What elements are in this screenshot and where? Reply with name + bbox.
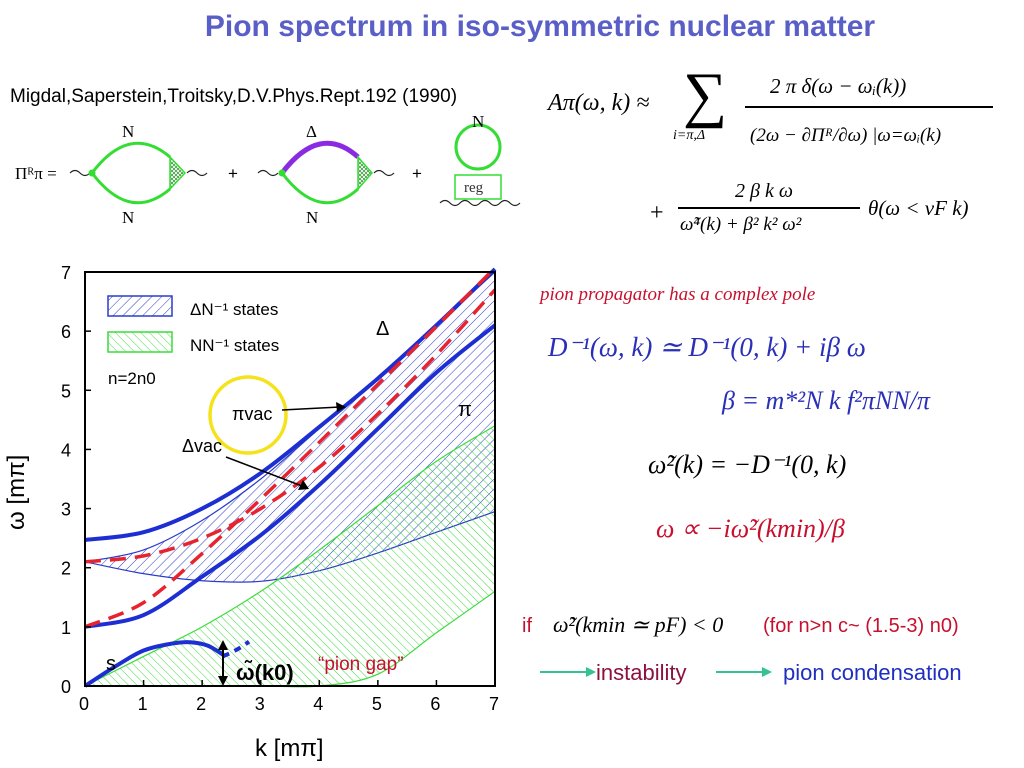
nucleon-label-3: N (472, 115, 484, 131)
y-tick-label: 7 (61, 263, 71, 283)
nucleon-line-hole (280, 172, 359, 205)
series-line-3 (84, 266, 497, 629)
reg-label: reg (464, 180, 484, 196)
omega-growth-equation: ω ∝ −iω̃²(kmin)/β (656, 514, 845, 543)
omega-k0-label: ω̃(k0) (236, 660, 294, 685)
series-line-0 (84, 267, 497, 542)
legend-label-nn: NN⁻¹ states (190, 336, 279, 355)
x-tick-label: 4 (313, 694, 323, 714)
page-title: Pion spectrum in iso-symmetric nuclear m… (204, 10, 876, 43)
ticks-layer: 0 1 2 3 4 5 6 7 0 1 2 3 4 5 6 7 (61, 263, 499, 714)
pion-gap-arrowhead-up (218, 640, 228, 650)
legend-swatch-delta (107, 295, 173, 317)
denominator-1: (2ω − ∂Πᴿ/∂ω) |ω=ωᵢ(k) (750, 125, 942, 146)
x-tick-label: 1 (138, 694, 148, 714)
soft-branch-dashed (221, 640, 251, 659)
omega-tilde-equation: ω̃²(k) = −D⁻¹(0, k) (648, 450, 847, 479)
pi-vac-label: πvac (232, 404, 272, 424)
arrow-icon-2 (716, 667, 772, 677)
density-label: n=2n0 (108, 369, 156, 388)
vertex-blob-2 (357, 155, 373, 191)
series-line-1 (84, 323, 497, 629)
nucleon-label-2: N (306, 208, 318, 227)
pion-line-in (69, 169, 91, 177)
fraction-bar-1 (745, 106, 993, 108)
numerator-2: 2 β k ω (735, 180, 793, 202)
x-tick-label: 3 (255, 694, 265, 714)
nucleon-line-top (90, 141, 171, 174)
pion-line-out-2 (373, 169, 395, 177)
pion-spectrum-chart: 0 1 2 3 4 5 6 7 0 1 2 3 4 5 6 7 ΔN⁻¹ states NN⁻¹ states… (3, 263, 499, 762)
pion-gap-arrowhead-down (218, 676, 228, 686)
numerator-1: 2 π δ(ω − ωᵢ(k)) (770, 74, 907, 98)
spectral-lhs: Aπ(ω, k) ≈ (548, 90, 650, 116)
critical-density-note: (for n>n c~ (1.5-3) n0) (763, 615, 959, 637)
delta-vac-label: Δvac (182, 436, 222, 456)
fraction-bar-2 (678, 207, 860, 209)
denominator-2: ω̃⁴(k) + β² k² ω² (680, 214, 802, 235)
x-tick-label: 5 (372, 694, 382, 714)
y-axis-label: ω [mπ] (3, 455, 30, 530)
self-energy-diagrams: Πᴿπ = N N + Δ N + reg N (15, 115, 521, 227)
pion-line-in-2 (257, 169, 279, 177)
arrow-icon (540, 667, 596, 677)
reg-box (454, 174, 502, 200)
reference: Migdal,Saperstein,Troitsky,D.V.Phys.Rept… (10, 86, 458, 107)
x-axis-label: k [mπ] (255, 735, 324, 762)
pion-gap-label: “pion gap” (318, 654, 404, 675)
delta-line (280, 140, 360, 175)
instability-label: instability (596, 660, 687, 685)
x-tick-label: 0 (79, 694, 89, 714)
pi-branch-label: π (458, 399, 472, 421)
vertex-dot (88, 169, 96, 177)
lines-layer (83, 266, 497, 688)
instability-condition: ω̃²(kmin ≃ pF) < 0 (553, 612, 724, 637)
legend-label-delta: ΔN⁻¹ states (190, 300, 278, 319)
y-tick-label: 4 (61, 440, 71, 460)
y-tick-label: 2 (61, 559, 71, 579)
tadpole-loop (454, 123, 502, 171)
delta-vac-arrow (225, 456, 303, 487)
vertex-dot-2 (278, 169, 286, 177)
pi-vac-circle (208, 375, 288, 455)
propagator-equation: D⁻¹(ω, k) ≃ D⁻¹(0, k) + iβ ω (548, 332, 866, 362)
delta-vac-arrowhead (298, 480, 309, 490)
y-tick-label: 0 (61, 677, 71, 697)
pi-vac-arrow (281, 406, 341, 411)
y-tick-label: 1 (61, 618, 71, 638)
series-line-2 (83, 640, 227, 688)
legend-swatch-nn (107, 331, 173, 353)
plus-sign-2: + (412, 164, 422, 183)
series-line-4 (84, 288, 497, 564)
beta-equation: β = m*²N k f²πNN/π (722, 386, 930, 415)
x-tick-label: 2 (196, 694, 206, 714)
vertex-blob (169, 155, 187, 191)
nucleon-label-bottom: N (122, 208, 134, 227)
theta-factor: θ(ω < vF k) (868, 196, 969, 220)
pion-line-tadpole (439, 199, 521, 207)
nucleon-line-bottom (90, 172, 171, 205)
pi-vac-arrowhead (336, 402, 346, 412)
plus-term: + (650, 200, 664, 226)
x-tick-label: 7 (489, 694, 499, 714)
plus-sign: + (228, 164, 238, 183)
condensation-label: pion condensation (783, 660, 962, 685)
delta-label: Δ (306, 122, 317, 141)
y-tick-label: 5 (61, 381, 71, 401)
pion-line-out (186, 169, 208, 177)
y-tick-label: 3 (61, 500, 71, 520)
pi-self-energy-label: Πᴿπ = (15, 164, 57, 183)
delta-branch-label: Δ (376, 318, 389, 340)
x-tick-label: 6 (430, 694, 440, 714)
y-tick-label: 6 (61, 322, 71, 342)
sum-subscript: i=π,Δ (673, 128, 706, 143)
plot-frame (84, 271, 496, 687)
if-label: if (522, 615, 532, 637)
sum-sign: ∑ (683, 61, 728, 129)
pole-text: pion propagator has a complex pole (540, 284, 816, 305)
s-branch-label: s (106, 653, 116, 675)
nucleon-label-top: N (122, 122, 134, 141)
